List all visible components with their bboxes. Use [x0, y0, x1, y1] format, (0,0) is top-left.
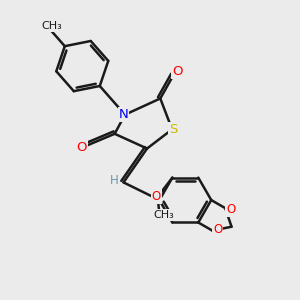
Text: S: S — [169, 123, 178, 136]
Text: O: O — [76, 141, 87, 154]
Text: CH₃: CH₃ — [153, 210, 174, 220]
Text: H: H — [110, 174, 118, 188]
Text: N: N — [118, 108, 128, 121]
Text: O: O — [213, 223, 222, 236]
Text: O: O — [172, 65, 182, 78]
Text: CH₃: CH₃ — [41, 21, 62, 31]
Text: O: O — [226, 203, 235, 216]
Text: O: O — [152, 190, 161, 203]
